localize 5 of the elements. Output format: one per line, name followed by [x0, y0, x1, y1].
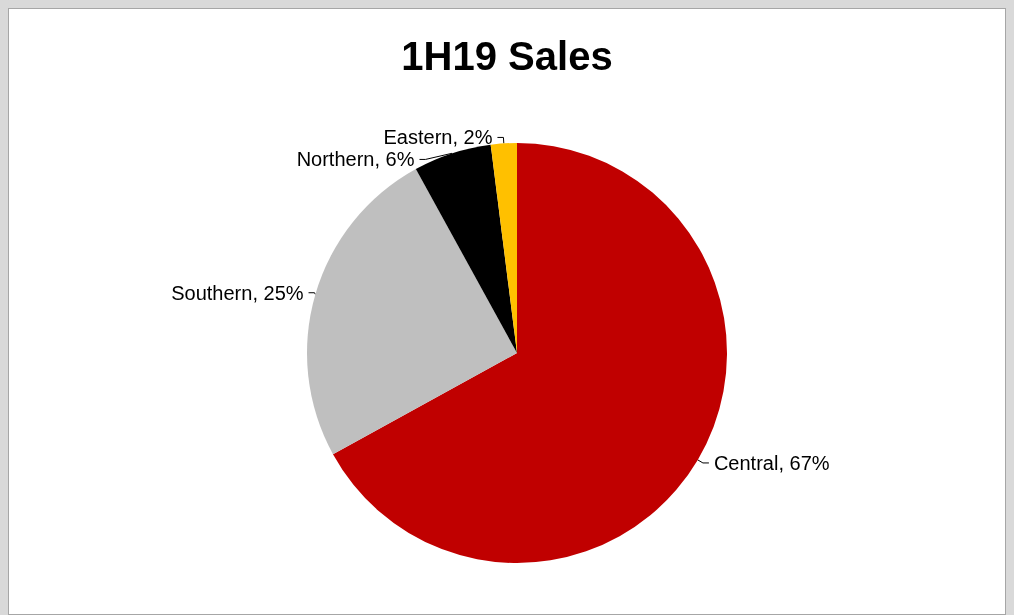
slice-label: Eastern, 2% [383, 126, 493, 149]
slice-label: Southern, 25% [171, 281, 304, 304]
slice-label: Northern, 6% [296, 148, 415, 171]
slice-label: Central, 67% [713, 451, 830, 474]
chart-title: 1H19 Sales [401, 34, 613, 78]
